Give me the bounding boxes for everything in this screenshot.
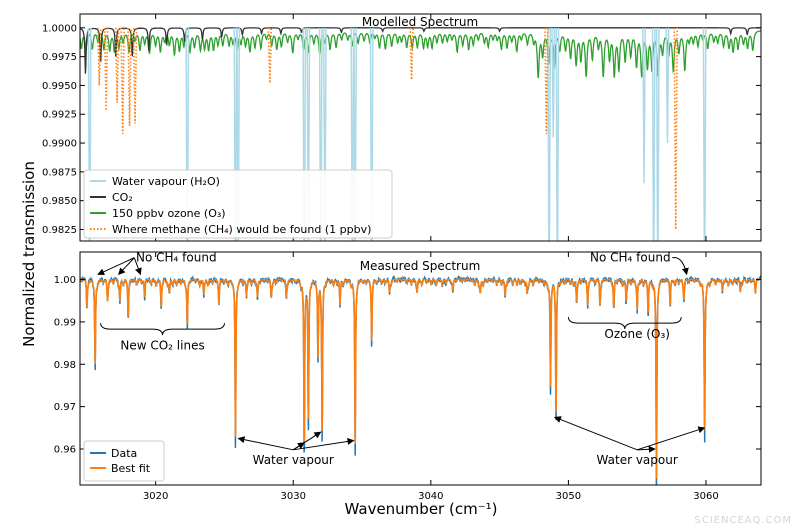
water-vapour-line <box>236 27 241 241</box>
top-legend-box <box>83 169 393 239</box>
water-vapour-line <box>185 27 190 241</box>
top-legend-label: 150 ppbv ozone (O₃) <box>112 207 226 220</box>
bottom-legend-label: Best fit <box>111 462 151 475</box>
water-vapour-line <box>547 27 552 241</box>
water-right-arrow <box>553 416 638 451</box>
bottom-x-tick-label: 3040 <box>418 491 443 502</box>
bottom-y-tick-label: 0.98 <box>54 360 76 371</box>
co2-series-line <box>80 27 761 74</box>
water-vapour-line <box>306 27 311 241</box>
methane-marker-line <box>267 27 273 84</box>
bottom-x-tick-label: 3050 <box>556 491 581 502</box>
water-vapour-line <box>555 27 560 241</box>
no-ch4-right-arrow <box>672 257 689 276</box>
water-vapour-line <box>87 27 92 241</box>
no-ch4-left-arrow <box>97 257 135 276</box>
bottom-annotations: No CH₄ found No CH₄ found New CO₂ lines Ozo… <box>97 251 706 467</box>
water-left-arrow <box>292 431 322 451</box>
top-y-tick-label: 0.9825 <box>42 225 77 236</box>
water-vapour-line <box>318 27 323 241</box>
water-vapour-line <box>350 27 355 241</box>
water-vapour-line <box>322 27 327 241</box>
methane-marker-line <box>132 27 138 124</box>
no-ch4-left-label: No CH₄ found <box>136 251 217 265</box>
bottom-legend-label: Data <box>111 447 137 460</box>
methane-marker-line <box>673 27 679 230</box>
water-left-label: Water vapour <box>253 453 334 467</box>
methane-marker-line <box>114 27 120 103</box>
ozone-series-line <box>80 30 761 79</box>
methane-marker-line <box>544 27 549 134</box>
bottom-series-group <box>80 274 761 485</box>
bottom-x-tick-label: 3060 <box>693 491 718 502</box>
top-legend-label: CO₂ <box>112 191 133 204</box>
top-y-tick-label: 0.9975 <box>42 52 77 63</box>
bottom-y-tick-label: 0.97 <box>54 402 76 413</box>
water-vapour-line <box>551 27 556 138</box>
top-y-tick-label: 0.9900 <box>42 139 77 150</box>
top-y-tick-label: 0.9850 <box>42 196 77 207</box>
bottom-panel: 1.00 0.99 0.98 0.97 0.96 3020 3030 3040 3050 306… <box>54 251 762 502</box>
water-left-arrow <box>293 438 355 451</box>
new-co2-label: New CO₂ lines <box>120 338 204 352</box>
top-legend-label: Water vapour (H₂O) <box>112 175 220 188</box>
ozone-label: Ozone (O₃) <box>604 327 670 341</box>
top-plot-frame <box>79 13 762 242</box>
water-vapour-line <box>655 27 660 241</box>
water-vapour-line <box>353 27 358 241</box>
top-y-tick-label: 0.9875 <box>42 167 77 178</box>
best-fit-series-line <box>80 277 761 479</box>
bottom-x-ticks: 3020 3030 3040 3050 3060 <box>143 252 719 502</box>
bottom-legend-box <box>83 440 165 482</box>
watermark: SCIENCEAQ.COM <box>694 515 792 526</box>
top-legend-label: Where methane (CH₄) would be found (1 pp… <box>112 223 371 236</box>
no-ch4-left-arrow <box>118 257 135 275</box>
no-ch4-right-label: No CH₄ found <box>590 251 671 265</box>
top-y-tick-label: 0.9950 <box>42 81 77 92</box>
water-vapour-line <box>651 27 656 241</box>
top-y-tick-label: 1.0000 <box>42 23 77 34</box>
water-right-label: Water vapour <box>597 453 678 467</box>
top-y-tick-label: 0.9925 <box>42 110 77 121</box>
water-vapour-line <box>702 27 707 241</box>
bottom-x-tick-label: 3020 <box>143 491 168 502</box>
x-axis-label: Wavenumber (cm⁻¹) <box>345 500 498 518</box>
bottom-x-tick-label: 3030 <box>281 491 306 502</box>
bottom-plot-frame <box>79 251 762 486</box>
water-vapour-line <box>369 27 374 241</box>
top-panel-title: Modelled Spectrum <box>362 15 478 29</box>
no-ch4-left-arrow <box>133 257 142 276</box>
water-vapour-line <box>302 27 307 241</box>
water-right-arrow <box>637 445 656 453</box>
top-panel: 1.0000 0.9975 0.9950 0.9925 0.9900 0.9875 0.98… <box>42 13 762 242</box>
bottom-legend: Data Best fit <box>83 440 165 482</box>
methane-marker-line <box>127 27 132 126</box>
y-axis-label: Normalized transmission <box>20 161 38 347</box>
bottom-y-tick-label: 0.99 <box>54 317 76 328</box>
bottom-y-tick-label: 1.00 <box>54 275 76 286</box>
methane-marker-line <box>120 27 125 134</box>
water-left-arrow <box>237 436 294 451</box>
top-legend: Water vapour (H₂O) CO₂ 150 ppbv ozone (O₃)… <box>83 169 393 239</box>
water-right-arrow <box>637 426 706 451</box>
bottom-y-tick-label: 0.96 <box>54 444 76 455</box>
bottom-y-ticks: 1.00 0.99 0.98 0.97 0.96 <box>54 275 761 455</box>
bottom-panel-title: Measured Spectrum <box>360 259 481 273</box>
top-series-group <box>80 27 761 241</box>
water-vapour-line <box>233 27 238 241</box>
